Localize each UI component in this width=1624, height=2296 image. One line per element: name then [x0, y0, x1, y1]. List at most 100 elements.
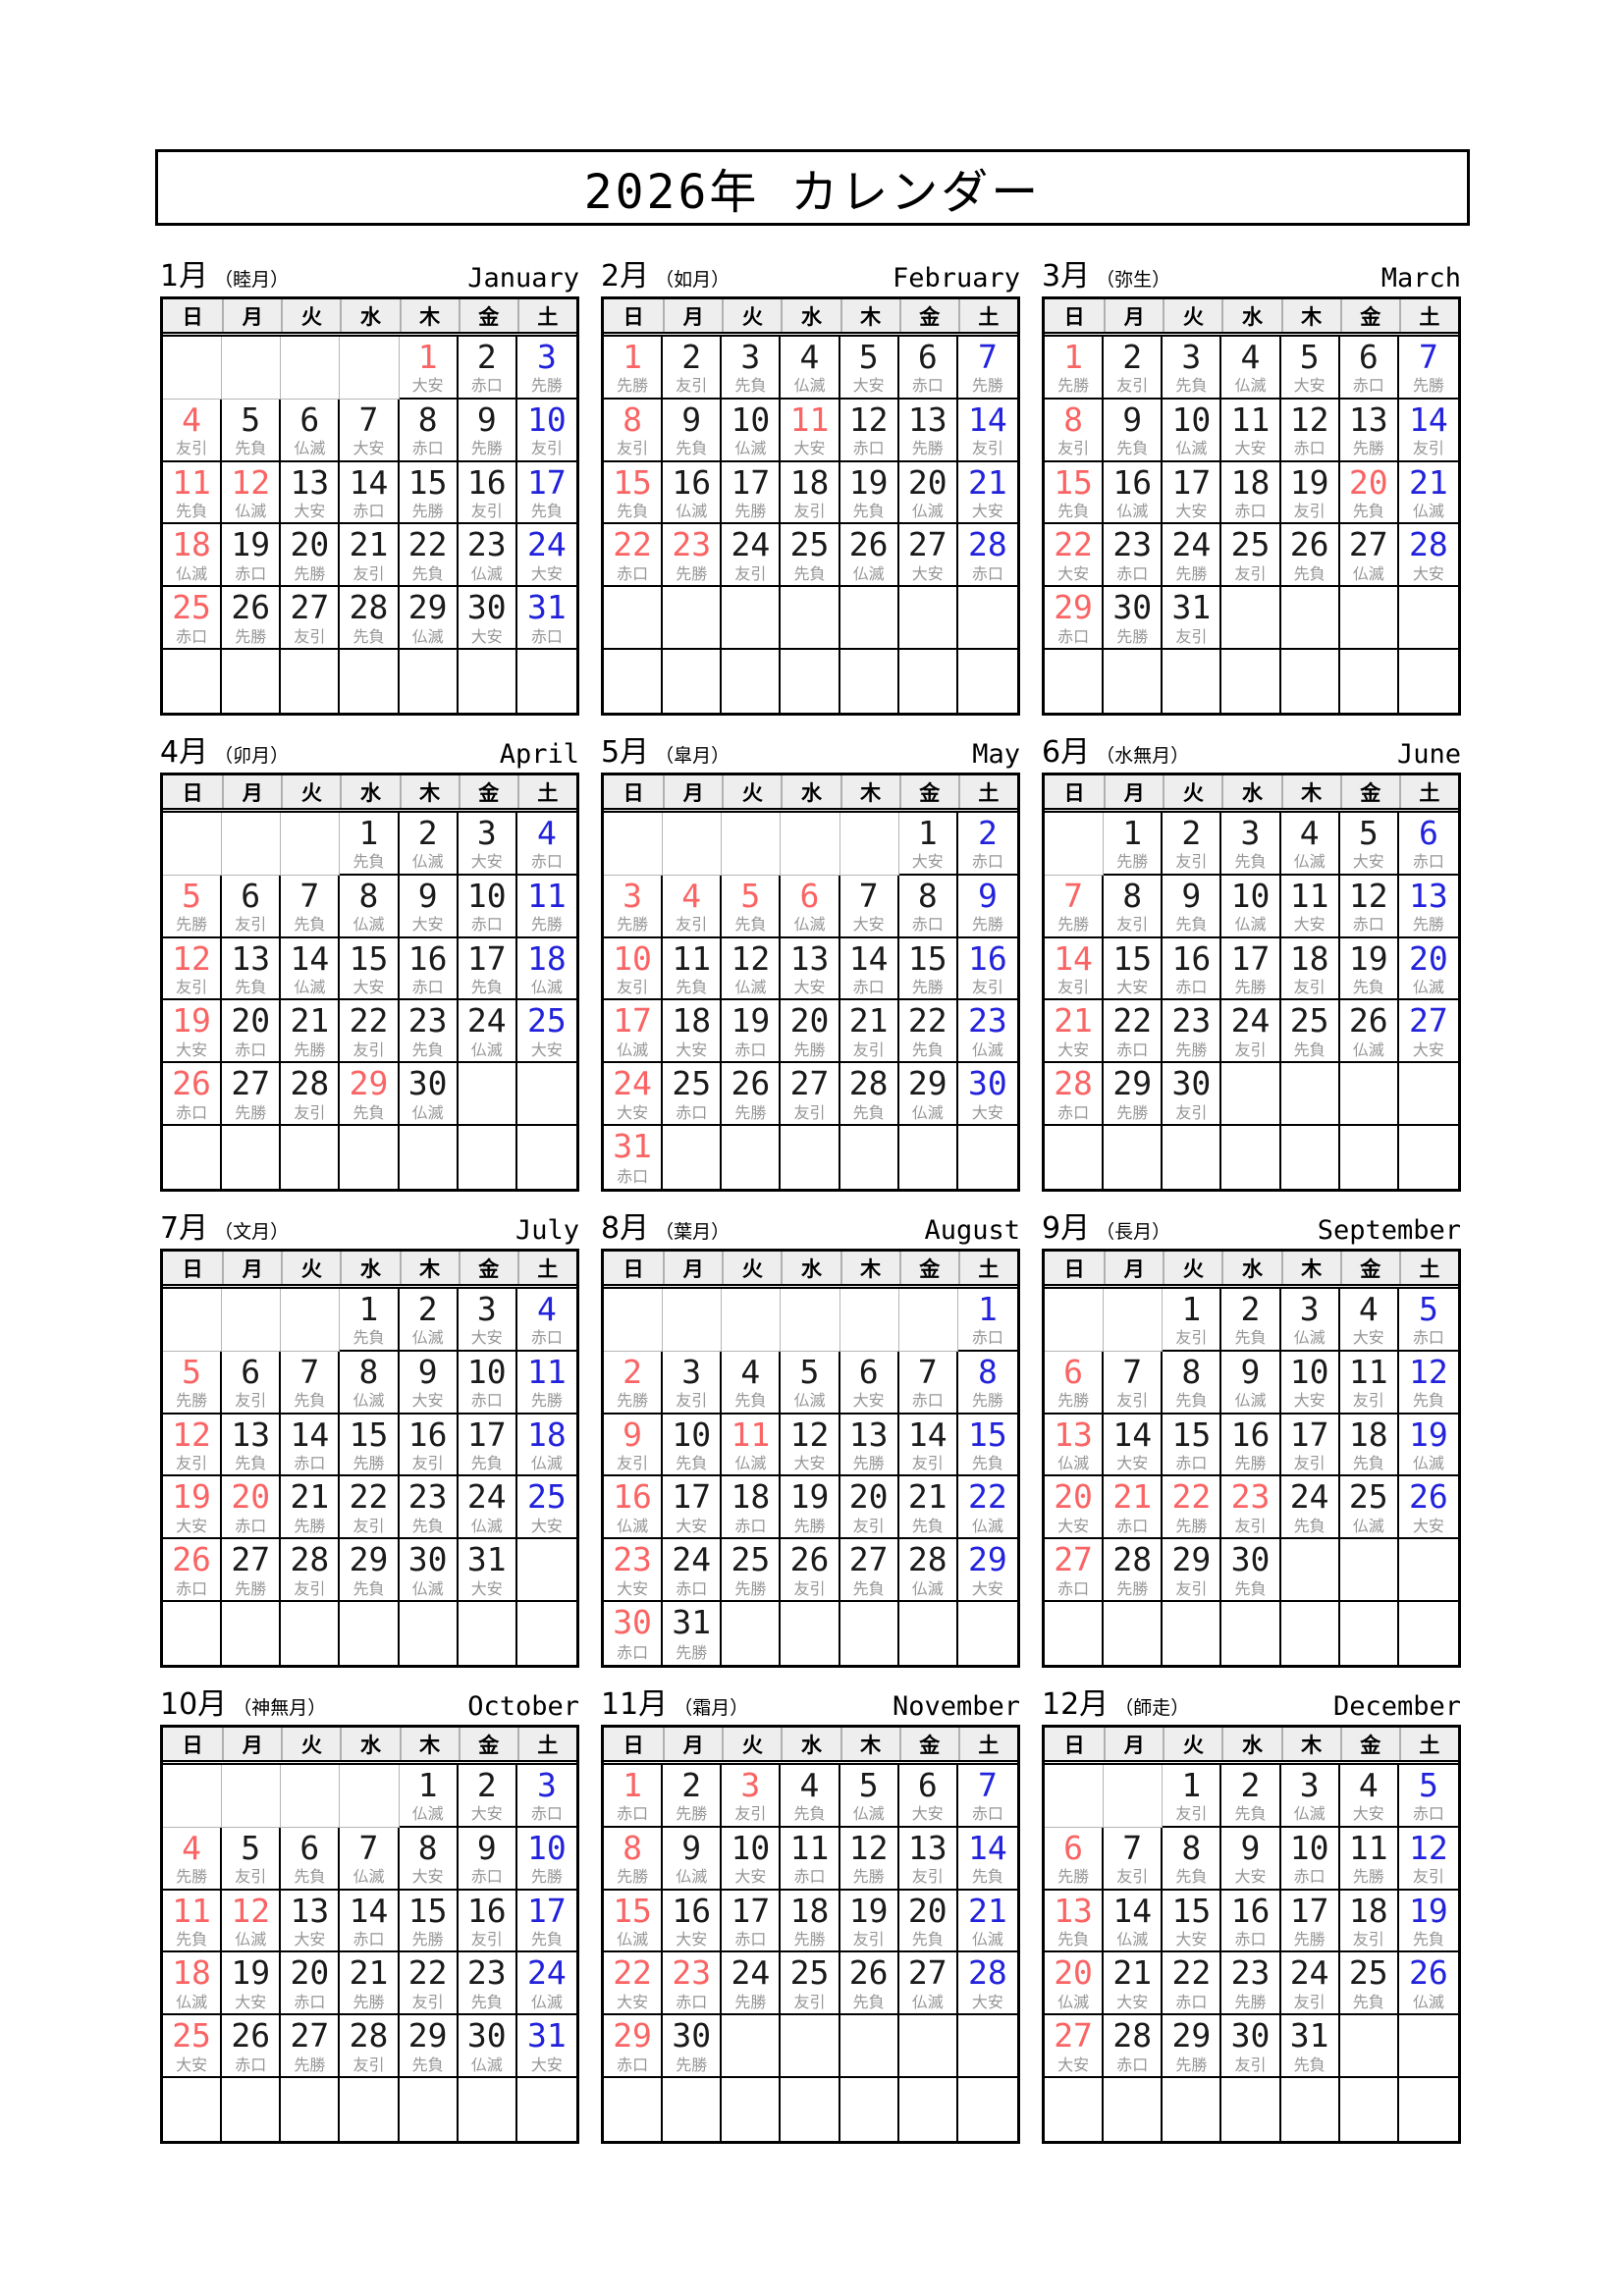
rokuyo-label: 大安	[617, 1578, 649, 1598]
rokuyo-label: 友引	[793, 1102, 826, 1122]
date-number: 30	[1230, 1540, 1271, 1579]
empty-cell	[1163, 1602, 1222, 1665]
day-cell: 10 友引	[604, 937, 664, 1001]
day-cell: 9 先負	[1104, 399, 1164, 462]
day-cell: 4 先負	[781, 1765, 840, 1828]
date-number: 12	[848, 1828, 889, 1867]
rokuyo-label: 先負	[530, 1929, 563, 1949]
rokuyo-label: 先負	[470, 1453, 503, 1472]
rokuyo-label: 仏滅	[1352, 1516, 1384, 1535]
day-cell: 8 先負	[1163, 1351, 1222, 1415]
rokuyo-label: 大安	[676, 1929, 708, 1949]
day-cell: 28 先負	[340, 587, 400, 651]
day-cell: 16 赤口	[399, 937, 459, 1001]
rokuyo-label: 大安	[1057, 1040, 1090, 1059]
empty-cell	[1104, 1289, 1164, 1352]
rokuyo-label: 先負	[1293, 2055, 1326, 2074]
empty-cell	[163, 1765, 223, 1828]
rokuyo-label: 大安	[1116, 1453, 1149, 1472]
day-cell: 19 大安	[163, 1476, 223, 1540]
day-cell: 18 友引	[1280, 937, 1340, 1001]
day-cell: 24 仏滅	[458, 1476, 517, 1540]
day-cell: 1 大安	[399, 337, 459, 400]
weekday-header-0: 日	[623, 1733, 644, 1757]
day-cell: 10 大安	[722, 1827, 782, 1891]
rokuyo-label: 友引	[734, 1804, 767, 1824]
day-cell: 25 先負	[781, 524, 840, 588]
date-number: 8	[1122, 876, 1143, 915]
rokuyo-label: 仏滅	[470, 1040, 503, 1059]
date-number: 22	[407, 525, 448, 564]
empty-cell	[958, 650, 1017, 713]
date-number: 11	[789, 400, 830, 439]
date-number: 31	[527, 2016, 567, 2056]
weekday-header-2: 火	[281, 1728, 340, 1760]
rokuyo-label: 先勝	[617, 1391, 649, 1411]
day-cell: 1 赤口	[604, 1765, 664, 1828]
empty-cell	[1281, 1126, 1340, 1189]
day-cell: 29 赤口	[604, 2015, 664, 2079]
weekday-header-5: 金	[1339, 775, 1399, 808]
day-cell: 2 友引	[1163, 813, 1222, 876]
date-number: 1	[977, 1290, 998, 1328]
rokuyo-label: 先負	[1175, 1391, 1208, 1411]
day-cell: 18 赤口	[722, 1476, 782, 1540]
rokuyo-label: 赤口	[971, 1804, 1003, 1824]
date-number: 22	[907, 1001, 947, 1041]
rokuyo-label: 友引	[1412, 439, 1444, 458]
day-cell: 23 先勝	[663, 524, 723, 588]
rokuyo-label: 友引	[1293, 1453, 1326, 1472]
day-cell: 6 赤口	[1398, 813, 1458, 876]
month-table: 日月火水木金土 1 先勝 2 友引 3 先負 4 仏滅 5 大安 6 赤口 7 先勝 8 友引 9 先負 10 仏滅 11…	[601, 296, 1020, 716]
date-number: 15	[349, 1415, 389, 1454]
day-cell: 1 赤口	[957, 1289, 1017, 1352]
rokuyo-label: 友引	[1116, 915, 1149, 934]
empty-cell	[163, 813, 223, 876]
date-number: 26	[231, 2016, 271, 2056]
weekday-header-4: 木	[839, 1728, 899, 1760]
rokuyo-label: 先負	[852, 501, 885, 520]
rokuyo-label: 赤口	[911, 915, 944, 934]
month-name-jp: 4月	[160, 735, 209, 770]
day-cell: 8 友引	[1045, 399, 1105, 462]
week-row: 20 仏滅 21 大安 22 赤口 23 先勝 24 友引 25 先負 26 仏滅	[1045, 1952, 1458, 2016]
week-row: 14 友引 15 大安 16 赤口 17 先勝 18 友引 19 先負 20 仏滅	[1045, 937, 1458, 1001]
day-cell: 10 赤口	[458, 1351, 517, 1415]
rokuyo-label: 友引	[793, 1578, 826, 1598]
date-number: 25	[172, 588, 211, 627]
weekday-header-6: 土	[1398, 1252, 1458, 1284]
day-cell: 10 仏滅	[1221, 875, 1281, 938]
date-number: 12	[1348, 876, 1388, 915]
rokuyo-label: 仏滅	[352, 915, 385, 934]
rokuyo-label: 仏滅	[617, 1040, 649, 1059]
date-number: 25	[527, 1001, 567, 1041]
empty-cell	[459, 1126, 517, 1189]
rokuyo-label: 友引	[294, 626, 326, 646]
date-number: 24	[731, 525, 771, 564]
week-row: 1 大安 2 赤口 3 先勝	[163, 337, 576, 400]
date-number: 29	[407, 588, 448, 627]
date-number: 1	[623, 338, 642, 376]
date-number: 15	[349, 938, 389, 978]
rokuyo-label: 仏滅	[411, 626, 444, 646]
empty-cell	[1398, 1063, 1458, 1127]
weekday-header-5: 金	[458, 1252, 517, 1284]
empty-cell	[957, 587, 1017, 651]
date-number: 9	[417, 876, 438, 915]
date-number: 28	[349, 2016, 389, 2056]
date-number: 25	[1348, 1953, 1388, 1993]
day-cell: 9 先勝	[458, 399, 517, 462]
empty-cell	[222, 650, 282, 713]
weekday-header-3: 水	[1221, 1728, 1280, 1760]
day-cell: 6 仏滅	[781, 875, 840, 938]
date-number: 27	[1348, 525, 1388, 564]
month-name-en: March	[1380, 263, 1461, 294]
weeks-body: 1 先負 2 仏滅 3 大安 4 赤口 5 先勝 6 友引 7 先負 8 仏滅 9 大安 10 赤口 11 先勝 12 友引 1…	[163, 813, 576, 1189]
rokuyo-label: 先勝	[676, 563, 708, 583]
day-cell: 18 先勝	[781, 1890, 840, 1953]
week-row	[163, 2078, 576, 2141]
date-number: 12	[231, 1891, 271, 1930]
month-name-en: July	[514, 1215, 579, 1246]
week-row: 1 赤口	[604, 1289, 1017, 1352]
rokuyo-label: 赤口	[971, 1328, 1003, 1348]
